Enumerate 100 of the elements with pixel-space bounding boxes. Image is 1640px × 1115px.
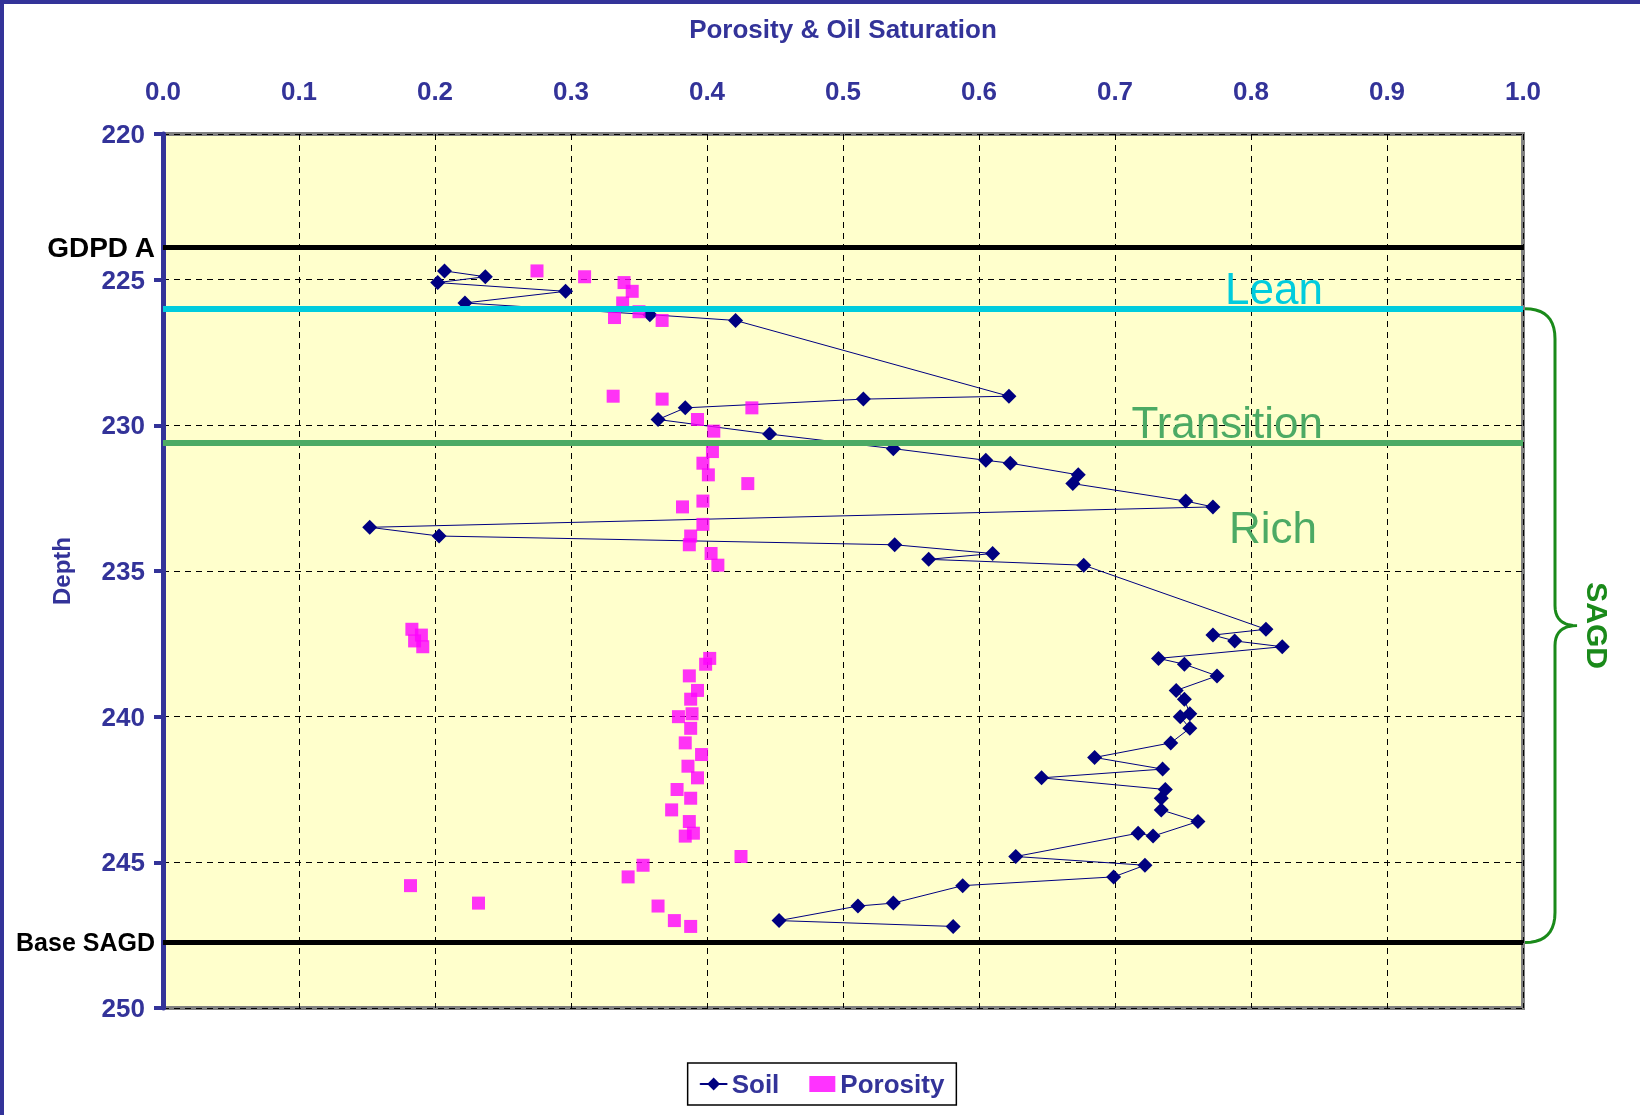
x-tick-label: 0.4: [688, 76, 726, 106]
point: [1168, 682, 1184, 698]
point: [711, 558, 725, 572]
point: [1002, 455, 1018, 471]
point: [696, 517, 710, 531]
point: [606, 389, 620, 403]
point: [887, 537, 903, 553]
point: [676, 500, 690, 514]
point: [985, 546, 1001, 562]
ref-line-label: Base SAGD: [16, 928, 155, 957]
ref-line-label: GDPD A: [47, 232, 155, 264]
point: [885, 895, 901, 911]
point: [608, 311, 622, 325]
point: [734, 850, 748, 864]
point: [1176, 691, 1192, 707]
point: [362, 519, 378, 535]
point: [681, 759, 695, 773]
point: [696, 456, 710, 470]
point: [1070, 467, 1086, 483]
point: [684, 919, 698, 933]
point: [1274, 639, 1290, 655]
point: [1176, 656, 1192, 672]
point: [1205, 627, 1221, 643]
point: [850, 898, 866, 914]
point: [690, 413, 704, 427]
point: [1258, 621, 1274, 637]
point: [1065, 476, 1081, 492]
x-tick-label: 0.3: [552, 76, 590, 106]
point: [671, 710, 685, 724]
point: [745, 401, 759, 415]
point: [1172, 709, 1188, 725]
point: [1008, 849, 1024, 865]
point: [978, 452, 994, 468]
point: [955, 878, 971, 894]
point: [1227, 633, 1243, 649]
point: [707, 424, 721, 438]
point: [682, 669, 696, 683]
ref-line-label: Transition: [1131, 398, 1323, 448]
point: [430, 275, 446, 291]
point: [741, 477, 755, 491]
point: [472, 896, 486, 910]
y-tick-label: 235: [101, 556, 145, 586]
x-tick-label: 1.0: [1504, 76, 1542, 106]
point: [1182, 720, 1198, 736]
y-tick-label: 225: [101, 264, 145, 295]
point: [636, 858, 650, 872]
point: [699, 657, 713, 671]
point: [855, 391, 871, 407]
point: [696, 494, 710, 508]
point: [684, 791, 698, 805]
point: [1151, 650, 1167, 666]
point: [558, 283, 574, 299]
ref-line-label: Lean: [1225, 264, 1323, 314]
point: [667, 914, 681, 928]
point: [530, 264, 544, 278]
point: [1163, 735, 1179, 751]
point: [665, 803, 679, 817]
y-tick-label: 220: [101, 119, 145, 149]
point: [651, 899, 665, 913]
point: [685, 707, 699, 721]
legend-label: Soil: [731, 1069, 780, 1099]
point: [1157, 782, 1173, 797]
point: [1106, 869, 1122, 885]
point: [404, 879, 418, 893]
y-tick-label: 250: [101, 993, 145, 1023]
point: [650, 412, 666, 428]
x-tick-label: 0.2: [416, 76, 454, 106]
point: [1145, 828, 1161, 844]
y-tick-label: 245: [101, 847, 145, 878]
point: [477, 269, 493, 285]
point: [690, 771, 704, 785]
point: [1178, 493, 1194, 509]
point: [437, 263, 453, 279]
point: [945, 918, 961, 934]
point: [704, 547, 718, 561]
point: [1076, 557, 1092, 573]
point: [431, 528, 447, 544]
point: [705, 445, 719, 459]
point: [621, 870, 635, 884]
point: [695, 748, 709, 762]
x-tick-label: 0.8: [1232, 76, 1270, 106]
x-tick-label: 0.7: [1096, 76, 1134, 106]
x-tick-label: 0.5: [824, 76, 862, 106]
point: [677, 400, 693, 416]
point: [771, 913, 787, 929]
point: [678, 829, 692, 843]
point: [921, 551, 937, 567]
point: [682, 815, 696, 829]
point: [1205, 499, 1221, 515]
point: [701, 468, 715, 482]
point: [1155, 761, 1171, 777]
point: [655, 392, 669, 406]
point: [625, 284, 639, 298]
point: [684, 692, 698, 706]
point: [1190, 814, 1206, 830]
point: [1209, 668, 1225, 684]
x-tick-label: 0.0: [144, 76, 182, 106]
x-axis-title: Porosity & Oil Saturation: [689, 14, 997, 44]
legend-label: Porosity: [840, 1069, 945, 1099]
point: [670, 783, 684, 796]
